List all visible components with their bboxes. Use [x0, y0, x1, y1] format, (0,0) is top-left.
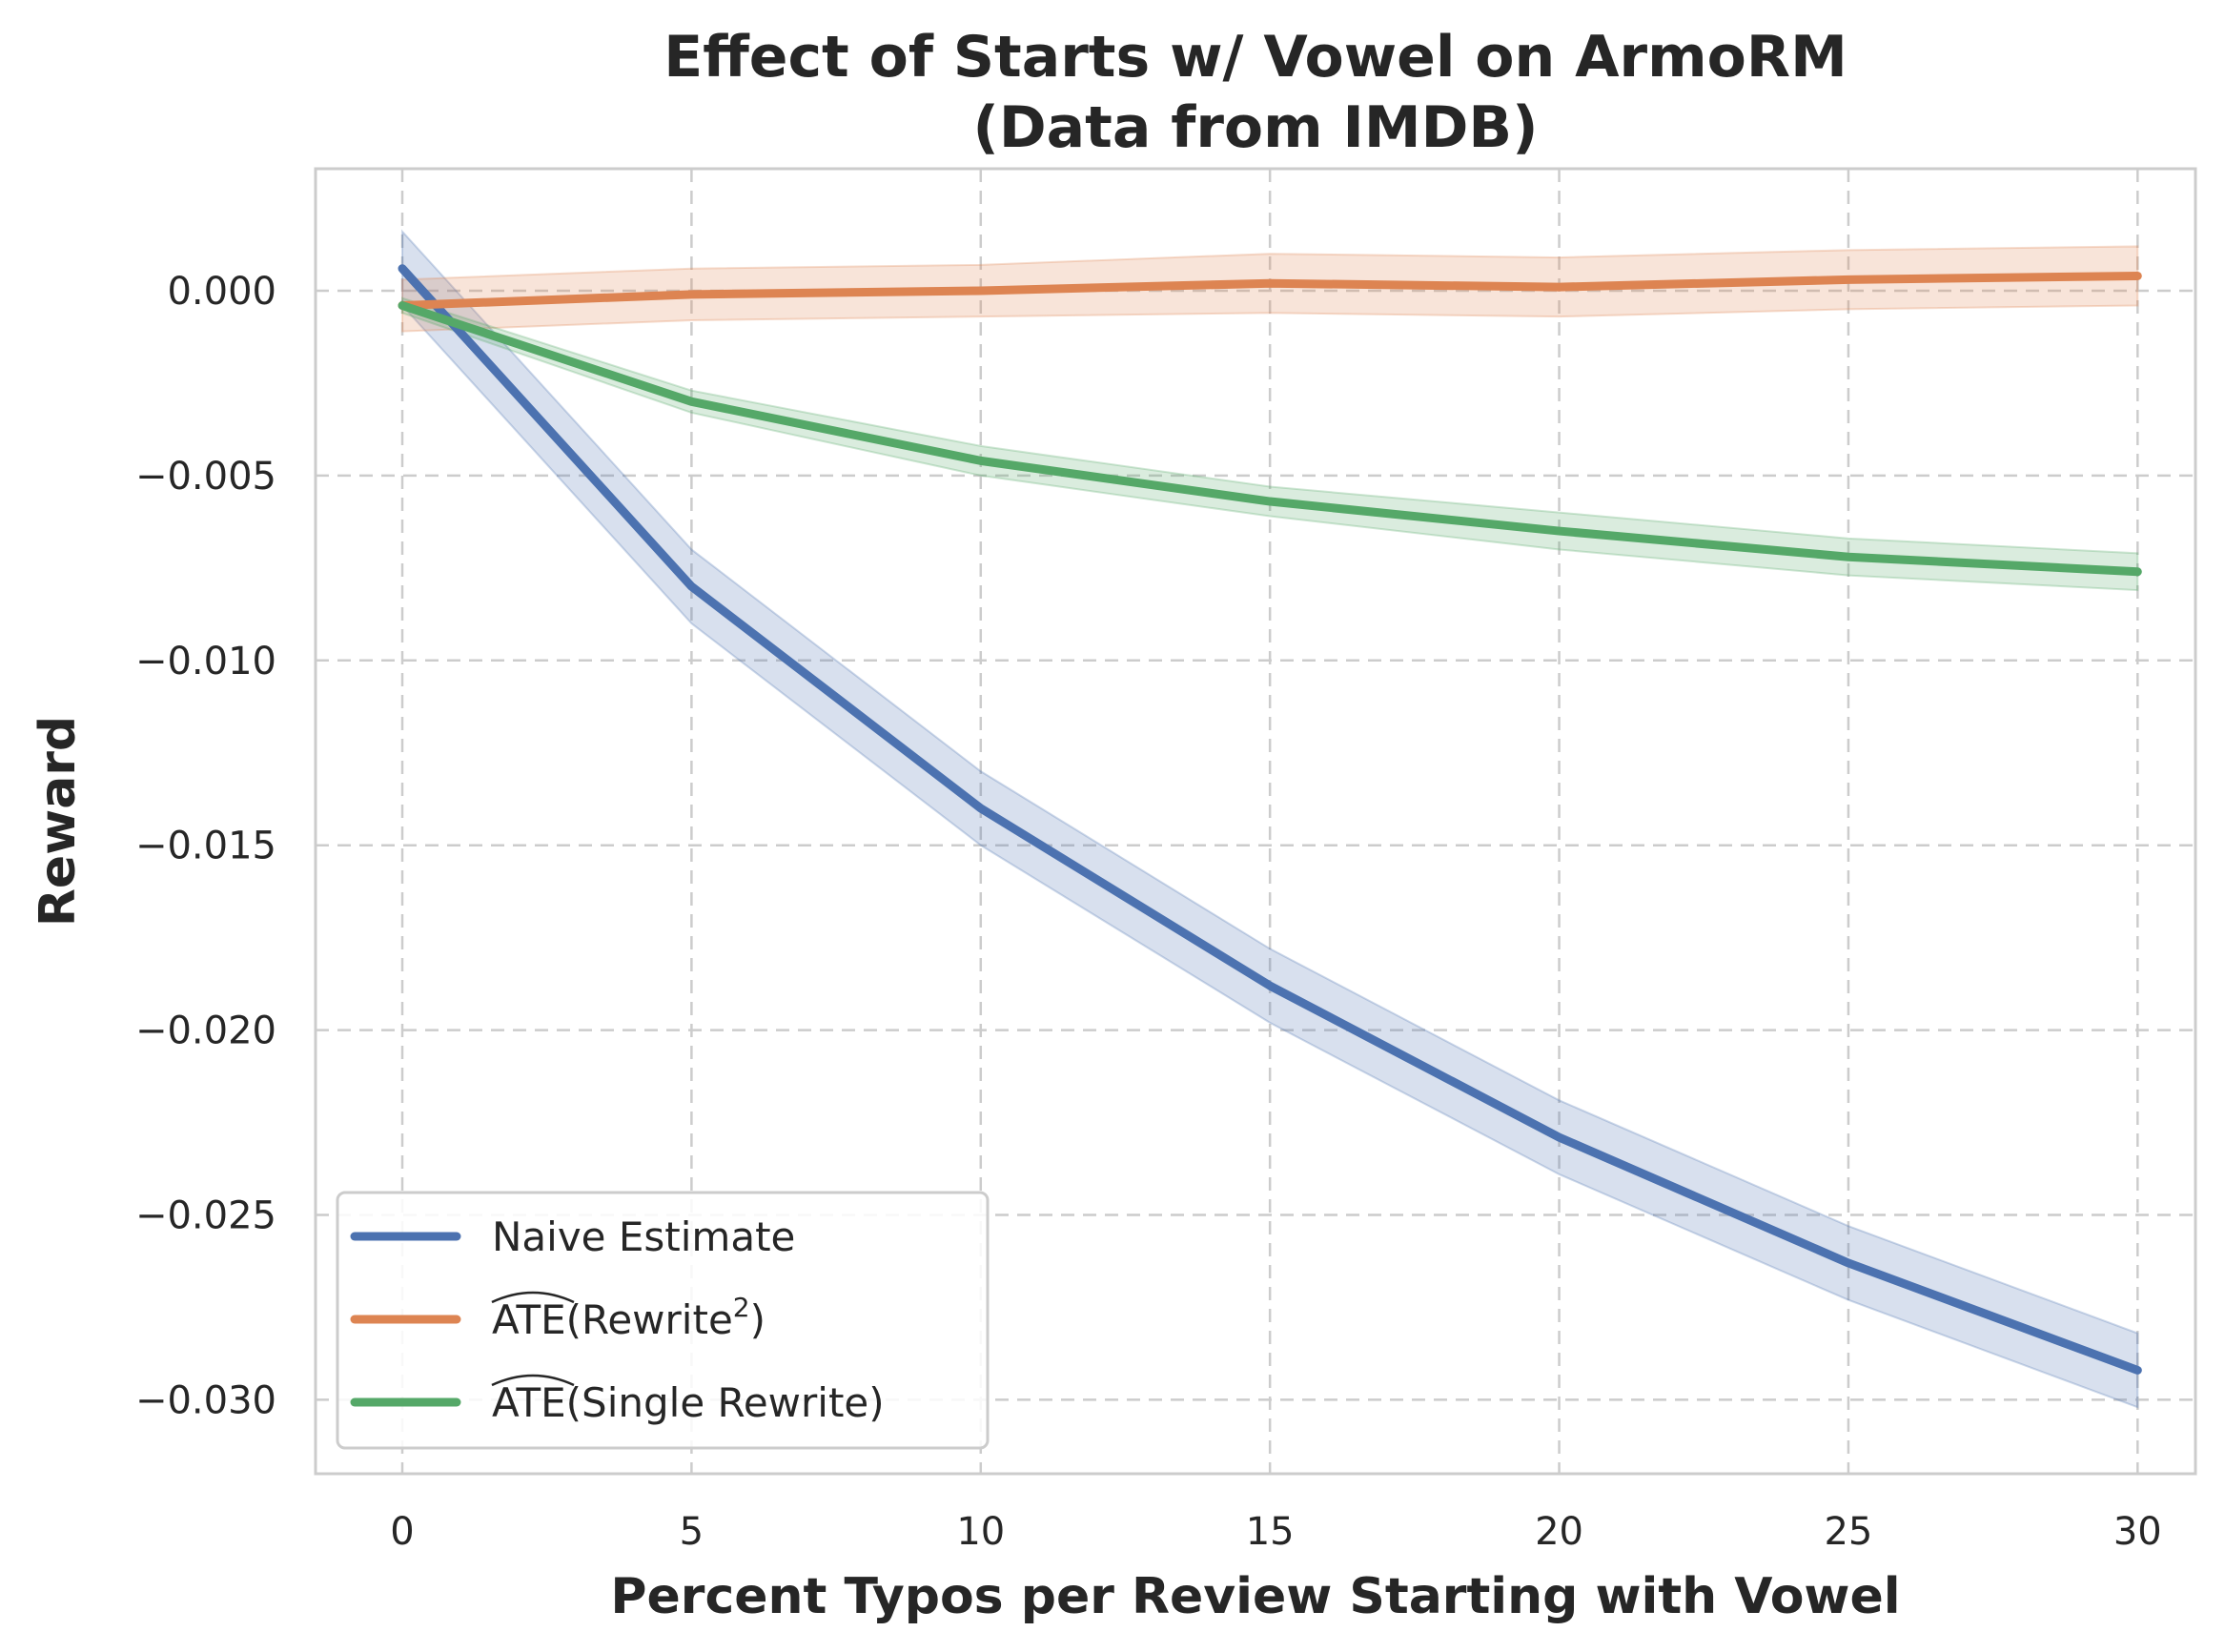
y-axis-ticks: 0.000 −0.005 −0.010 −0.015 −0.020 −0.025 −0.03…	[135, 270, 276, 1422]
legend-label-superscript: 2	[733, 1292, 750, 1323]
series-line-0	[398, 264, 2142, 1375]
y-tick-label: −0.025	[135, 1194, 276, 1238]
x-tick-label: 25	[1824, 1510, 1872, 1554]
legend-label-0: Naive Estimate	[492, 1214, 795, 1260]
x-tick-label: 0	[390, 1510, 414, 1554]
y-tick-label: −0.015	[135, 825, 276, 868]
plot-frame	[314, 167, 2197, 1476]
x-axis-label: Percent Typos per Review Starting with V…	[610, 1568, 1900, 1625]
y-tick-label: −0.010	[135, 640, 276, 683]
series-lines	[398, 264, 2142, 1375]
x-tick-label: 5	[680, 1510, 704, 1554]
x-tick-label: 30	[2113, 1510, 2162, 1554]
x-tick-label: 10	[956, 1510, 1005, 1554]
y-tick-label: −0.030	[135, 1378, 276, 1422]
x-tick-label: 20	[1535, 1510, 1583, 1554]
series-line-1	[398, 271, 2142, 310]
y-tick-label: −0.020	[135, 1010, 276, 1053]
legend-label-2: ATE(Single Rewrite)	[492, 1379, 885, 1426]
legend-label-tail: )	[750, 1296, 765, 1343]
legend-label-text: ATE(Rewrite	[492, 1296, 733, 1343]
x-axis-ticks: 0 5 10 15 20 25 30	[390, 1510, 2161, 1554]
chart-title-line: Effect of Starts w/ Vowel on ArmoRM	[663, 24, 1847, 91]
hat-accent-icon	[491, 1374, 575, 1387]
confidence-band-1	[401, 245, 2139, 333]
confidence-band-0	[401, 229, 2139, 1409]
hat-accent-icon	[491, 1291, 575, 1304]
legend-label-text: Naive Estimate	[492, 1214, 795, 1260]
legend-label-text: ATE(Single Rewrite)	[492, 1379, 885, 1426]
y-tick-label: −0.005	[135, 455, 276, 499]
chart-title: Effect of Starts w/ Vowel on ArmoRM(Data…	[663, 24, 1847, 161]
chart-title-line: (Data from IMDB)	[972, 94, 1538, 161]
legend-box	[336, 1191, 990, 1450]
legend-label-1: ATE(Rewrite2)	[492, 1292, 765, 1343]
legend: Naive Estimate ATE(Rewrite2) ATE(Single Re…	[336, 1191, 990, 1450]
series-line-2	[398, 300, 2142, 577]
x-tick-label: 15	[1246, 1510, 1295, 1554]
y-tick-label: 0.000	[167, 270, 276, 314]
y-axis-label: Reward	[30, 716, 87, 927]
